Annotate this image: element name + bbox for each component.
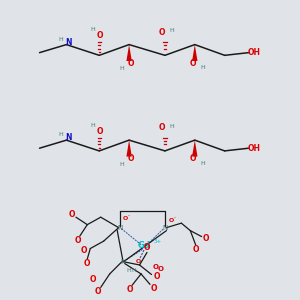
Text: O: O: [83, 259, 90, 268]
Text: O: O: [192, 244, 199, 253]
Text: H: H: [90, 123, 95, 128]
Text: H: H: [200, 160, 205, 166]
Text: N: N: [162, 225, 168, 231]
Text: O: O: [126, 285, 133, 294]
Text: O: O: [150, 284, 157, 293]
Text: O: O: [127, 154, 134, 164]
Text: O: O: [202, 234, 209, 243]
Text: O: O: [135, 259, 141, 264]
Text: H: H: [169, 28, 174, 33]
Text: O: O: [81, 246, 88, 255]
Text: H: H: [200, 65, 205, 70]
Text: O: O: [159, 123, 165, 132]
Polygon shape: [126, 45, 132, 61]
Text: H: H: [131, 268, 136, 273]
Text: N: N: [65, 38, 72, 47]
Text: O: O: [159, 28, 165, 37]
Text: N: N: [118, 225, 123, 231]
Text: O: O: [144, 243, 150, 252]
Text: O: O: [75, 236, 82, 245]
Text: H: H: [120, 66, 124, 71]
Text: O: O: [190, 59, 196, 68]
Text: N: N: [65, 133, 72, 142]
Text: H: H: [58, 37, 63, 42]
Text: O: O: [97, 32, 104, 40]
Text: O: O: [168, 218, 173, 223]
Text: O: O: [153, 264, 159, 270]
Text: OH: OH: [248, 48, 260, 57]
Text: O: O: [69, 210, 76, 219]
Text: 3+: 3+: [153, 239, 162, 244]
Text: O: O: [158, 266, 164, 272]
Text: O: O: [127, 59, 134, 68]
Text: O: O: [154, 272, 160, 281]
Text: H: H: [58, 132, 63, 137]
Text: OH: OH: [248, 144, 260, 153]
Text: O: O: [95, 287, 102, 296]
Text: H: H: [120, 161, 124, 166]
Polygon shape: [126, 140, 132, 157]
Text: O: O: [97, 127, 104, 136]
Text: -: -: [128, 213, 130, 218]
Text: O: O: [123, 216, 128, 220]
Polygon shape: [192, 140, 197, 157]
Text: O: O: [190, 154, 196, 164]
Text: -: -: [174, 215, 176, 220]
Text: O: O: [90, 275, 97, 284]
Text: H: H: [90, 28, 95, 32]
Polygon shape: [192, 45, 197, 61]
Text: H: H: [169, 124, 174, 129]
Text: N: N: [121, 259, 126, 265]
Text: Gd: Gd: [138, 241, 151, 250]
Text: H: H: [127, 268, 131, 273]
